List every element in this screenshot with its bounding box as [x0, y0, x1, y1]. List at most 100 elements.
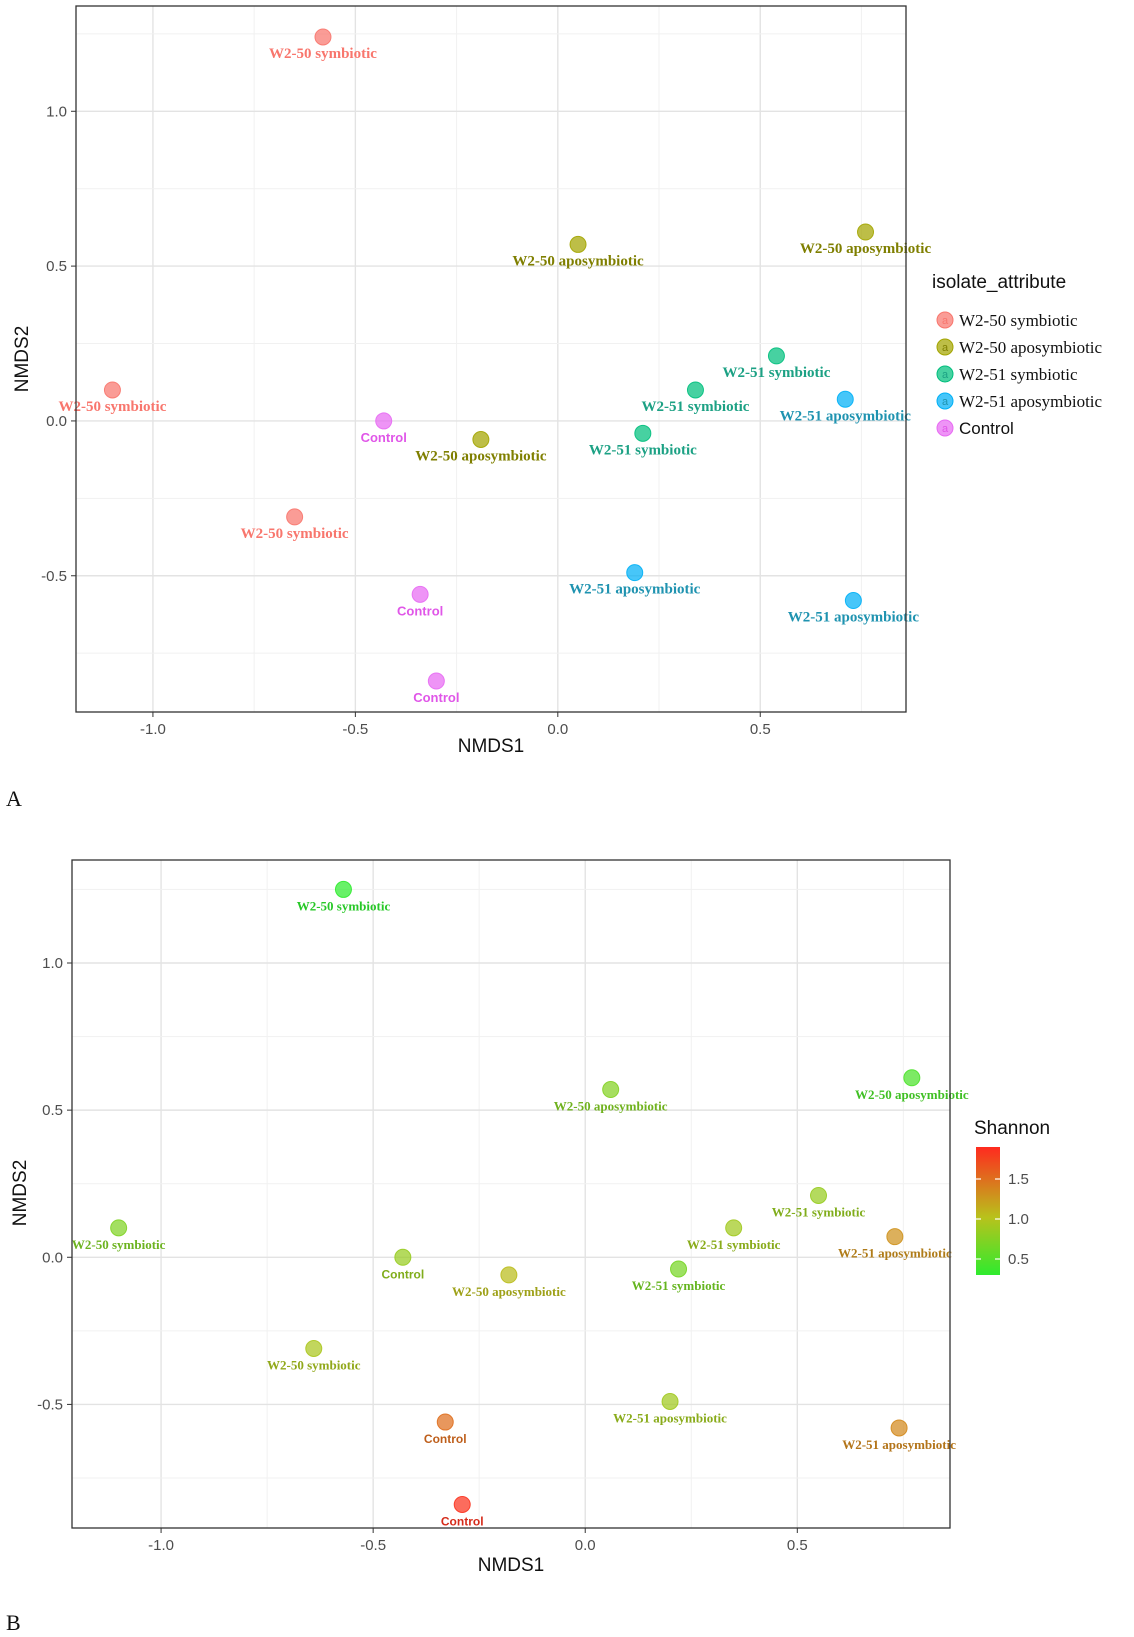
- point-label: Control: [413, 690, 459, 705]
- legend-label: W2-50 aposymbiotic: [959, 338, 1103, 357]
- legend-label: W2-50 symbiotic: [959, 311, 1078, 330]
- colorbar-tick-label: 1.5: [1008, 1171, 1029, 1188]
- data-point: [411, 585, 429, 603]
- colorbar-tick-label: 0.5: [1008, 1251, 1029, 1268]
- point-label: W2-50 aposymbiotic: [855, 1087, 969, 1102]
- x-ticks-b: -1.0 -0.5 0.0 0.5: [148, 1528, 808, 1554]
- data-point: [569, 235, 587, 253]
- x-tick-label: -1.0: [140, 721, 166, 738]
- data-point: [472, 431, 490, 449]
- point-label: W2-50 symbiotic: [297, 898, 391, 913]
- legend-key-glyph: a: [942, 396, 949, 408]
- data-point: [857, 223, 875, 241]
- point-label: Control: [441, 1514, 484, 1528]
- panel-letter-a: A: [6, 786, 22, 811]
- point-label: W2-50 symbiotic: [58, 399, 166, 415]
- y-tick-label: 0.0: [42, 1249, 63, 1266]
- point-label: W2-50 aposymbiotic: [800, 241, 932, 257]
- plot-background-b: [72, 860, 950, 1528]
- x-tick-label: -0.5: [360, 1537, 386, 1554]
- data-point: [305, 1339, 323, 1357]
- point-label: W2-51 aposymbiotic: [613, 1410, 727, 1425]
- point-label: W2-51 symbiotic: [589, 442, 697, 458]
- plot-border-b: [71, 859, 951, 1529]
- point-label: W2-51 symbiotic: [642, 399, 750, 415]
- point-label: W2-51 symbiotic: [722, 365, 830, 381]
- legend-key-marker: [936, 365, 954, 383]
- points-b: [110, 880, 921, 1513]
- legend-key-marker: [936, 392, 954, 410]
- legend-key-marker: [936, 311, 954, 329]
- data-point: [810, 1186, 828, 1204]
- point-label: W2-51 aposymbiotic: [569, 582, 701, 598]
- point-labels-b: W2-50 symbiotic W2-50 symbiotic W2-50 symb…: [72, 898, 969, 1528]
- y-axis-title-b: NMDS2: [10, 1160, 31, 1227]
- plot-border-a: [75, 5, 907, 713]
- legend-key-glyph: a: [942, 315, 949, 327]
- legend-entries: a W2-50 symbiotic a W2-50 aposymbiotic a W2-5…: [936, 311, 1103, 438]
- legend-entry: a W2-50 symbiotic: [936, 311, 1078, 330]
- panel-a: W2-50 symbiotic W2-50 symbiotic W2-50 symb…: [6, 5, 1103, 811]
- y-ticks-b: -0.5 0.0 0.5 1.0: [37, 955, 72, 1413]
- colorbar-title: Shannon: [974, 1118, 1050, 1139]
- point-label: W2-51 aposymbiotic: [780, 408, 912, 424]
- point-label: W2-51 symbiotic: [632, 1278, 726, 1293]
- data-point: [844, 592, 862, 610]
- y-tick-label: 1.0: [46, 103, 67, 120]
- data-point: [836, 390, 854, 408]
- data-point: [661, 1392, 679, 1410]
- x-tick-label: 0.0: [547, 721, 568, 738]
- panel-b: W2-50 symbiotic W2-50 symbiotic W2-50 symb…: [6, 859, 1050, 1635]
- point-label: W2-50 aposymbiotic: [452, 1284, 566, 1299]
- point-label: W2-50 aposymbiotic: [554, 1099, 668, 1114]
- panel-letter-b: B: [6, 1610, 21, 1635]
- y-axis-title-a: NMDS2: [12, 326, 33, 393]
- legend-label: Control: [959, 419, 1014, 438]
- data-point: [314, 28, 332, 46]
- x-tick-label: 0.5: [787, 1537, 808, 1554]
- data-point: [670, 1260, 688, 1278]
- data-point: [686, 381, 704, 399]
- legend-key-glyph: a: [942, 342, 949, 354]
- data-point: [110, 1219, 128, 1237]
- data-point: [286, 508, 304, 526]
- y-tick-label: -0.5: [37, 1396, 63, 1413]
- legend-key-glyph: a: [942, 369, 949, 381]
- data-point: [394, 1248, 412, 1266]
- x-ticks-a: -1.0 -0.5 0.0 0.5: [140, 712, 771, 738]
- point-label: Control: [361, 430, 407, 445]
- data-point: [903, 1069, 921, 1087]
- data-point: [453, 1495, 471, 1513]
- point-labels-a: W2-50 symbiotic W2-50 symbiotic W2-50 symb…: [58, 46, 931, 705]
- point-label: W2-51 aposymbiotic: [842, 1437, 956, 1452]
- gridlines-b: [72, 860, 950, 1528]
- data-point: [602, 1081, 620, 1099]
- y-tick-label: -0.5: [41, 568, 67, 585]
- data-point: [886, 1228, 904, 1246]
- legend-title: isolate_attribute: [932, 272, 1066, 293]
- point-label: Control: [382, 1267, 425, 1281]
- data-point: [334, 880, 352, 898]
- gridlines-a: [76, 6, 906, 712]
- legend-entry: a W2-51 aposymbiotic: [936, 392, 1103, 411]
- x-tick-label: 0.0: [575, 1537, 596, 1554]
- legend-label: W2-51 aposymbiotic: [959, 392, 1103, 411]
- point-label: W2-50 symbiotic: [267, 1357, 361, 1372]
- y-tick-label: 0.5: [42, 1102, 63, 1119]
- legend-entry: a Control: [936, 419, 1014, 438]
- point-label: W2-50 symbiotic: [269, 46, 377, 62]
- point-label: Control: [424, 1432, 467, 1446]
- legend-key-marker: [936, 338, 954, 356]
- legend-label: W2-51 symbiotic: [959, 365, 1078, 384]
- x-axis-title-b: NMDS1: [478, 1555, 545, 1576]
- colorbar-gradient: [976, 1147, 1000, 1275]
- legend-entry: a W2-51 symbiotic: [936, 365, 1078, 384]
- y-tick-label: 0.5: [46, 258, 67, 275]
- point-label: Control: [397, 603, 443, 618]
- data-point: [634, 424, 652, 442]
- data-point: [436, 1413, 454, 1431]
- data-point: [725, 1219, 743, 1237]
- data-point: [767, 347, 785, 365]
- data-point: [890, 1419, 908, 1437]
